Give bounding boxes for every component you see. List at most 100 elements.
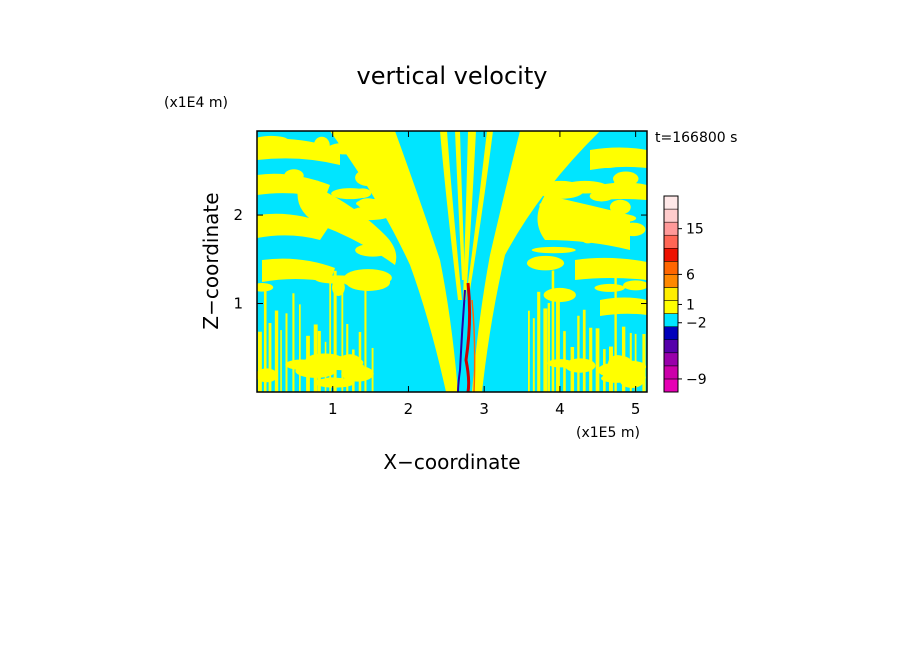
updraft-stripe xyxy=(292,293,295,392)
updraft-cell xyxy=(537,180,585,199)
updraft-stripe xyxy=(329,276,332,392)
colorbar-level xyxy=(663,261,679,275)
updraft-stripe xyxy=(614,276,617,392)
updraft-cell xyxy=(531,246,576,254)
updraft-region xyxy=(262,258,335,282)
colorbar-level xyxy=(663,248,679,262)
x-axis-title: X−coordinate xyxy=(383,450,520,474)
updraft-stripe xyxy=(543,308,548,392)
updraft-stripe xyxy=(547,303,550,392)
colorbar-label: 15 xyxy=(686,222,704,238)
updraft-stripe xyxy=(263,284,267,392)
x-axis: 1 2 3 4 5 xyxy=(328,131,640,418)
updraft-stripe xyxy=(268,323,272,392)
updraft-cell xyxy=(349,206,393,221)
updraft-region xyxy=(463,131,476,300)
updraft-stripe xyxy=(258,331,262,392)
x-tick-label: 3 xyxy=(479,400,489,418)
updraft-region xyxy=(467,131,493,290)
colorbar-label: −9 xyxy=(686,372,707,388)
colorbar-level xyxy=(663,234,679,249)
updraft-cell xyxy=(331,188,370,200)
updraft-stripe xyxy=(299,304,301,392)
y-tick-label: 1 xyxy=(233,295,243,313)
colorbar-level xyxy=(663,313,679,327)
updraft-region xyxy=(600,297,647,316)
colorbar-level xyxy=(663,378,679,393)
colorbar-label: 6 xyxy=(686,267,695,283)
updraft-stripe xyxy=(274,310,279,392)
heatmap-field xyxy=(257,131,647,392)
colorbar-level xyxy=(663,221,679,236)
updraft-stripe xyxy=(642,334,646,392)
updraft-cell xyxy=(628,263,646,276)
updraft-cell xyxy=(623,280,647,291)
updraft-cell xyxy=(539,201,557,209)
updraft-region xyxy=(257,173,330,198)
x-tick-label: 2 xyxy=(404,400,414,418)
updraft-cell xyxy=(579,226,597,244)
colorbar-level xyxy=(663,208,679,223)
colorbar-frame xyxy=(663,195,679,393)
updraft-cell xyxy=(334,220,371,234)
updraft-cell xyxy=(314,377,355,388)
updraft-core-edge xyxy=(471,299,476,392)
updraft-cell xyxy=(321,356,364,370)
updraft-cell xyxy=(594,283,626,292)
x-tick-label: 4 xyxy=(555,400,565,418)
updraft-stripe xyxy=(551,270,555,392)
colorbar-label: 1 xyxy=(686,297,695,313)
updraft-cell xyxy=(592,155,623,169)
updraft-cell xyxy=(620,222,646,237)
updraft-cell xyxy=(357,198,379,210)
colorbar-level xyxy=(663,352,679,367)
updraft-cell xyxy=(344,269,392,287)
updraft-stripe xyxy=(333,270,337,392)
updraft-cell xyxy=(557,220,592,230)
updraft-stripe xyxy=(595,328,600,392)
colorbar-label: −2 xyxy=(686,316,707,332)
chart-title: vertical velocity xyxy=(357,62,548,90)
strong-updraft-core xyxy=(464,282,472,392)
colorbar: −9 −2 1 6 15 xyxy=(663,195,707,393)
y-tick-label: 2 xyxy=(233,206,243,224)
updraft-region xyxy=(330,131,458,392)
updraft-cell xyxy=(608,355,628,373)
updraft-region xyxy=(472,131,600,392)
updraft-cell xyxy=(613,179,627,189)
updraft-cell xyxy=(355,243,391,257)
colorbar-level xyxy=(663,287,679,301)
updraft-region xyxy=(455,131,465,280)
x-unit-label: (x1E5 m) xyxy=(576,425,640,441)
updraft-cell xyxy=(315,275,361,284)
colorbar-level xyxy=(663,195,679,210)
updraft-cell xyxy=(257,283,274,292)
updraft-cell xyxy=(564,358,596,373)
updraft-cell xyxy=(298,179,324,191)
colorbar-level xyxy=(663,274,679,288)
colorbar-level xyxy=(663,365,679,380)
plot-frame xyxy=(256,130,648,393)
y-axis: 12 xyxy=(233,206,647,313)
updraft-cell xyxy=(599,213,637,223)
updraft-stripe xyxy=(341,285,344,392)
updraft-cell xyxy=(327,142,365,155)
y-axis-title: Z−coordinate xyxy=(199,192,223,329)
updraft-stripe xyxy=(532,318,535,392)
plot-area xyxy=(256,130,648,393)
updraft-stripe xyxy=(528,310,530,392)
updraft-cell xyxy=(358,143,384,154)
updraft-stripe xyxy=(582,309,586,392)
colorbar-level xyxy=(663,326,679,340)
updraft-stripe xyxy=(280,330,282,392)
updraft-stripe xyxy=(556,288,560,392)
updraft-stripe xyxy=(589,327,593,392)
updraft-cell xyxy=(609,199,631,215)
updraft-region xyxy=(440,131,462,300)
colorbar-level xyxy=(663,300,679,314)
updraft-cell xyxy=(313,136,330,154)
updraft-cell xyxy=(355,169,381,186)
updraft-stripe xyxy=(371,347,374,392)
strong-downdraft-core xyxy=(457,289,466,392)
